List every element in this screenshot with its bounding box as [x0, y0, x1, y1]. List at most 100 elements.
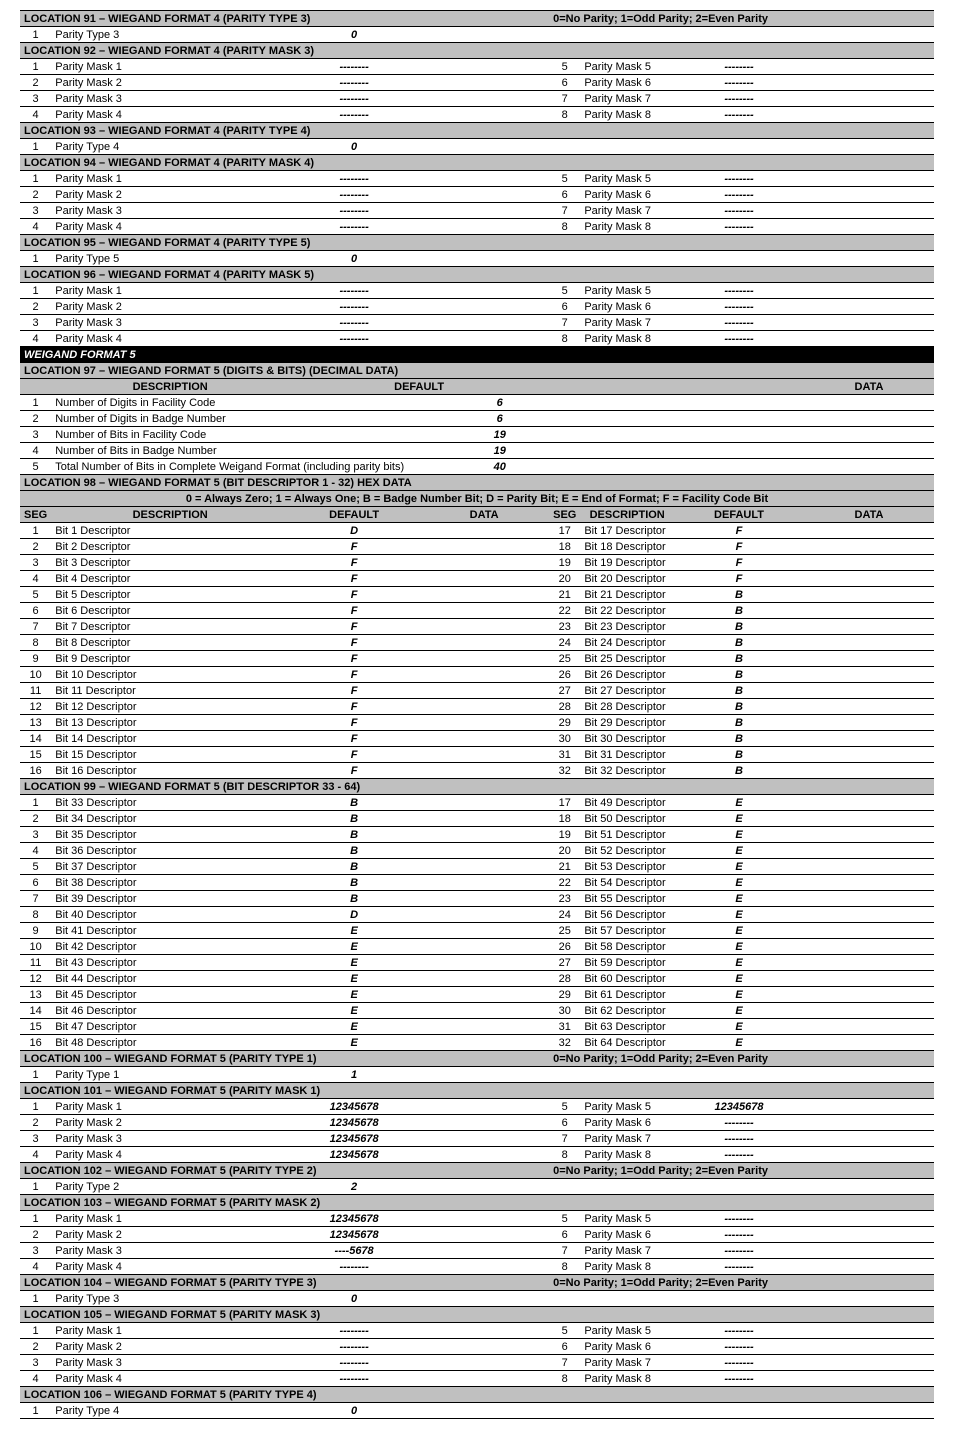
row-num: 6 [549, 75, 580, 91]
row-num: 7 [549, 1243, 580, 1259]
bit-default: E [289, 1035, 419, 1051]
section-title: LOCATION 104 – WIEGAND FORMAT 5 (PARITY … [20, 1275, 549, 1291]
row-num: 1 [20, 139, 51, 155]
seg-num: 24 [549, 907, 580, 923]
mask-label: Parity Mask 3 [51, 1355, 289, 1371]
bit-default: F [674, 571, 804, 587]
seg-num: 5 [20, 859, 51, 875]
bit-default: F [289, 603, 419, 619]
seg-num: 26 [549, 667, 580, 683]
mask-default: -------- [674, 219, 804, 235]
seg-num: 10 [20, 939, 51, 955]
seg-num: 31 [549, 1019, 580, 1035]
bit-desc: Bit 40 Descriptor [51, 907, 289, 923]
bit-desc: Bit 37 Descriptor [51, 859, 289, 875]
bit-default: E [674, 875, 804, 891]
bit-desc: Bit 49 Descriptor [580, 795, 674, 811]
mask-default: -------- [674, 107, 804, 123]
bit-default: F [289, 715, 419, 731]
bit-desc: Bit 64 Descriptor [580, 1035, 674, 1051]
seg-num: 15 [20, 747, 51, 763]
mask-label: Parity Mask 2 [51, 1339, 289, 1355]
mask-label: Parity Mask 6 [580, 75, 674, 91]
bit-desc: Bit 21 Descriptor [580, 587, 674, 603]
config-table: LOCATION 91 – WIEGAND FORMAT 4 (PARITY T… [20, 10, 934, 1419]
row-desc: Number of Bits in Badge Number [51, 443, 419, 459]
mask-default: 12345678 [289, 1115, 419, 1131]
row-default: 0 [289, 1403, 419, 1419]
bit-desc: Bit 60 Descriptor [580, 971, 674, 987]
mask-default: -------- [289, 1259, 419, 1275]
bit-default: E [674, 923, 804, 939]
mask-default: -------- [674, 1147, 804, 1163]
row-num: 3 [20, 1243, 51, 1259]
mask-label: Parity Mask 6 [580, 1339, 674, 1355]
mask-default: -------- [289, 171, 419, 187]
bit-desc: Bit 47 Descriptor [51, 1019, 289, 1035]
seg-num: 1 [20, 523, 51, 539]
bit-default: E [674, 1003, 804, 1019]
section-title: LOCATION 95 – WIEGAND FORMAT 4 (PARITY T… [20, 235, 549, 251]
mask-default: -------- [289, 107, 419, 123]
row-num: 3 [20, 1355, 51, 1371]
mask-default: -------- [289, 203, 419, 219]
mask-default: -------- [289, 1339, 419, 1355]
mask-default: -------- [674, 1243, 804, 1259]
bit-desc: Bit 1 Descriptor [51, 523, 289, 539]
bit-desc: Bit 23 Descriptor [580, 619, 674, 635]
row-num: 8 [549, 107, 580, 123]
bit-desc: Bit 36 Descriptor [51, 843, 289, 859]
row-num: 8 [549, 1147, 580, 1163]
mask-label: Parity Mask 5 [580, 1211, 674, 1227]
mask-default: -------- [289, 1355, 419, 1371]
bit-desc: Bit 30 Descriptor [580, 731, 674, 747]
row-num: 8 [549, 1259, 580, 1275]
row-default: 6 [419, 395, 580, 411]
bit-desc: Bit 34 Descriptor [51, 811, 289, 827]
mask-label: Parity Mask 2 [51, 75, 289, 91]
row-num: 5 [549, 59, 580, 75]
mask-default: -------- [674, 1323, 804, 1339]
section-title: LOCATION 103 – WIEGAND FORMAT 5 (PARITY … [20, 1195, 549, 1211]
bit-default: B [674, 651, 804, 667]
mask-default: -------- [674, 1131, 804, 1147]
seg-num: 20 [549, 843, 580, 859]
row-num: 3 [20, 315, 51, 331]
row-label: Parity Type 3 [51, 1291, 289, 1307]
bit-desc: Bit 32 Descriptor [580, 763, 674, 779]
section-title: LOCATION 99 – WIEGAND FORMAT 5 (BIT DESC… [20, 779, 549, 795]
row-num: 2 [20, 75, 51, 91]
mask-default: -------- [674, 1211, 804, 1227]
row-num: 4 [20, 219, 51, 235]
seg-num: 12 [20, 971, 51, 987]
bit-default: B [289, 891, 419, 907]
seg-num: 31 [549, 747, 580, 763]
row-default: 19 [419, 443, 580, 459]
bit-default: F [289, 555, 419, 571]
row-default: 1 [289, 1067, 419, 1083]
bit-desc: Bit 11 Descriptor [51, 683, 289, 699]
row-num: 4 [20, 443, 51, 459]
bit-default: E [674, 955, 804, 971]
bit-desc: Bit 58 Descriptor [580, 939, 674, 955]
bit-default: E [289, 987, 419, 1003]
mask-label: Parity Mask 7 [580, 1355, 674, 1371]
row-num: 1 [20, 1291, 51, 1307]
section-title: LOCATION 97 – WIEGAND FORMAT 5 (DIGITS &… [20, 363, 549, 379]
row-num: 5 [549, 171, 580, 187]
mask-label: Parity Mask 6 [580, 1115, 674, 1131]
mask-default: -------- [674, 299, 804, 315]
mask-label: Parity Mask 1 [51, 1211, 289, 1227]
bit-desc: Bit 56 Descriptor [580, 907, 674, 923]
bit-default: B [289, 795, 419, 811]
bit-desc: Bit 35 Descriptor [51, 827, 289, 843]
mask-default: -------- [289, 187, 419, 203]
bit-default: F [289, 683, 419, 699]
row-num: 8 [549, 1371, 580, 1387]
seg-num: 24 [549, 635, 580, 651]
row-num: 1 [20, 1067, 51, 1083]
bit-desc: Bit 19 Descriptor [580, 555, 674, 571]
row-num: 1 [20, 395, 51, 411]
bit-default: E [674, 1035, 804, 1051]
mask-label: Parity Mask 4 [51, 1147, 289, 1163]
